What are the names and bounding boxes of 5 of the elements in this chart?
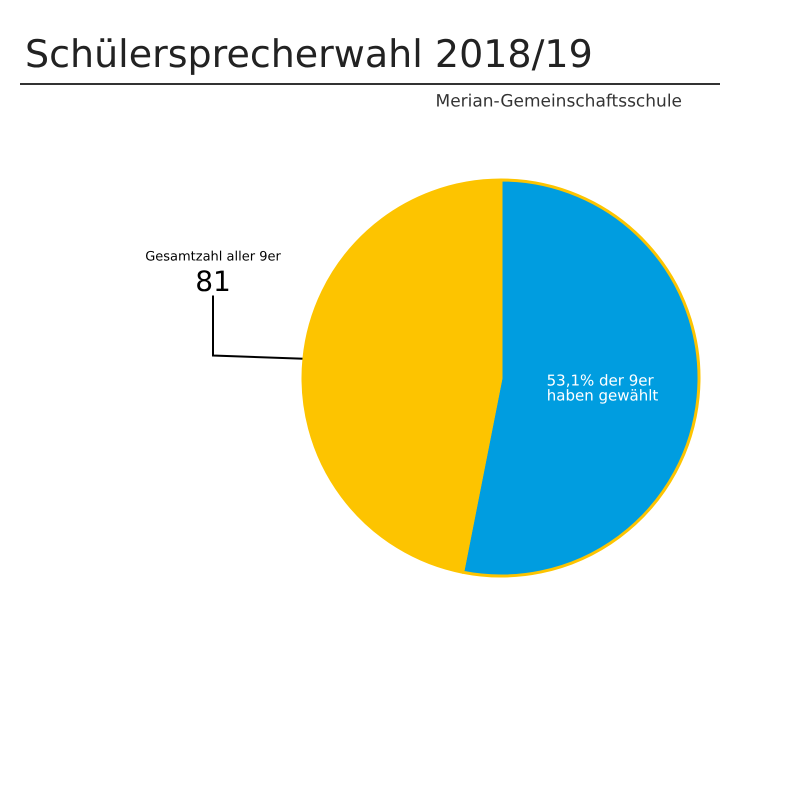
chart-title: Schülersprecherwahl 2018/19 — [25, 32, 593, 76]
text: 81 — [195, 265, 231, 298]
slice-label: 53,1% der 9er haben gewählt — [546, 371, 658, 404]
slice-label: Gesamtzahl aller 9er — [145, 250, 282, 264]
chart-subtitle: Merian-Gemeinschaftsschule — [436, 92, 682, 112]
